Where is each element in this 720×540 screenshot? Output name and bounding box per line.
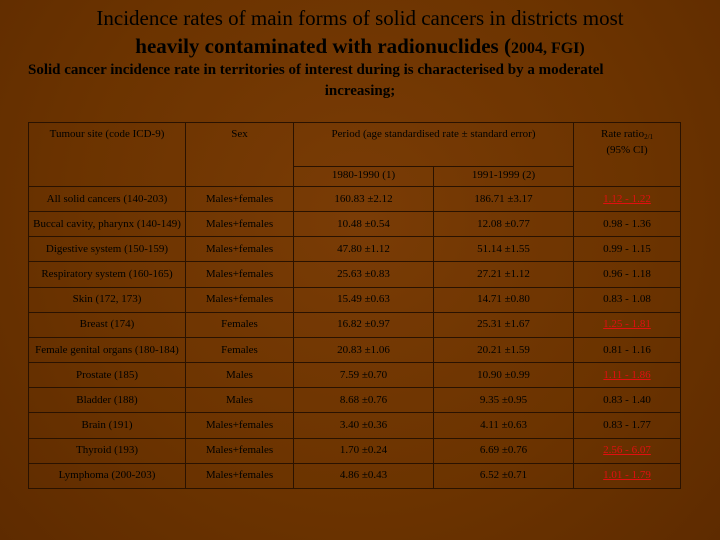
- slide-subtitle: Solid cancer incidence rate in territori…: [0, 60, 720, 102]
- cell-rate-ratio: 1.25 - 1.81: [573, 311, 682, 338]
- slide-title: Incidence rates of main forms of solid c…: [0, 4, 720, 63]
- cell-sex: Males+females: [185, 261, 294, 288]
- cell-tumour-site: All solid cancers (140-203): [28, 185, 186, 213]
- cell-tumour-site: Thyroid (193): [28, 437, 186, 464]
- cell-tumour-site: Prostate (185): [28, 362, 186, 389]
- table-row: Buccal cavity, pharynx (140-149) Males+fe…: [28, 211, 682, 238]
- cell-rate-ratio: 1.12 - 1.22: [573, 185, 682, 213]
- table-row: Brain (191) Males+females 3.40 ±0.36 4.11 ±…: [28, 412, 682, 439]
- cell-rate-ratio: 0.98 - 1.36: [573, 211, 682, 238]
- cell-tumour-site: Respiratory system (160-165): [28, 261, 186, 288]
- cell-sex: Males+females: [185, 185, 294, 213]
- cell-period-2: 186.71 ±3.17: [432, 185, 575, 213]
- table-body: All solid cancers (140-203) Males+females…: [28, 185, 682, 490]
- cell-period-1: 4.86 ±0.43: [293, 462, 434, 490]
- cell-tumour-site: Female genital organs (180-184): [28, 336, 186, 364]
- table-row: Prostate (185) Males 7.59 ±0.70 10.90 ±0.99…: [28, 362, 682, 389]
- cell-sex: Males+females: [185, 211, 294, 238]
- header-rate-ratio-ci: (95% CI): [606, 144, 648, 156]
- cell-period-1: 15.49 ±0.63: [293, 286, 434, 313]
- cell-period-1: 8.68 ±0.76: [293, 387, 434, 414]
- table-row: Thyroid (193) Males+females 1.70 ±0.24 6.69…: [28, 437, 682, 464]
- title-line-2-main: heavily contaminated with radionuclides …: [135, 34, 511, 58]
- cell-sex: Males: [185, 362, 294, 389]
- cell-period-1: 1.70 ±0.24: [293, 437, 434, 464]
- subtitle-line-2: increasing;: [324, 83, 396, 99]
- table-row: All solid cancers (140-203) Males+females…: [28, 185, 682, 213]
- cell-period-1: 47.80 ±1.12: [293, 236, 434, 263]
- header-period-2: 1991-1999 (2): [432, 166, 575, 187]
- cell-period-1: 16.82 ±0.97: [293, 311, 434, 338]
- cell-sex: Males+females: [185, 286, 294, 313]
- cell-sex: Males+females: [185, 437, 294, 464]
- cell-period-2: 12.08 ±0.77: [432, 211, 575, 238]
- cell-sex: Females: [185, 311, 294, 338]
- title-line-2-source: 2004, FGI: [510, 40, 580, 57]
- header-period-1: 1980-1990 (1): [293, 166, 434, 187]
- cell-period-1: 25.63 ±0.83: [293, 261, 434, 288]
- incidence-table: Tumour site (code ICD-9) Sex Period (age…: [28, 122, 682, 490]
- table-row: Breast (174) Females 16.82 ±0.97 25.31 ±1.6…: [28, 311, 682, 338]
- table-row: Bladder (188) Males 8.68 ±0.76 9.35 ±0.95 0.…: [28, 387, 682, 414]
- cell-sex: Males+females: [185, 412, 294, 439]
- header-rate-ratio: Rate ratio2/1 (95% CI): [573, 122, 682, 187]
- cell-tumour-site: Skin (172, 173): [28, 286, 186, 313]
- table-row: Skin (172, 173) Males+females 15.49 ±0.63 1…: [28, 286, 682, 313]
- cell-period-2: 27.21 ±1.12: [432, 261, 575, 288]
- cell-tumour-site: Lymphoma (200-203): [28, 462, 186, 490]
- cell-period-2: 6.69 ±0.76: [432, 437, 575, 464]
- cell-rate-ratio: 0.96 - 1.18: [573, 261, 682, 288]
- cell-sex: Females: [185, 336, 294, 364]
- title-line-2: heavily contaminated with radionuclides …: [0, 32, 720, 63]
- cell-period-2: 10.90 ±0.99: [432, 362, 575, 389]
- cell-rate-ratio: 0.83 - 1.08: [573, 286, 682, 313]
- header-tumour-site: Tumour site (code ICD-9): [28, 122, 186, 187]
- cell-tumour-site: Digestive system (150-159): [28, 236, 186, 263]
- cell-rate-ratio: 2.56 - 6.07: [573, 437, 682, 464]
- cell-period-2: 14.71 ±0.80: [432, 286, 575, 313]
- title-line-1: Incidence rates of main forms of solid c…: [96, 6, 624, 30]
- cell-period-1: 160.83 ±2.12: [293, 185, 434, 213]
- table-row: Female genital organs (180-184) Females 20…: [28, 336, 682, 364]
- cell-period-2: 51.14 ±1.55: [432, 236, 575, 263]
- cell-period-2: 6.52 ±0.71: [432, 462, 575, 490]
- cell-period-2: 25.31 ±1.67: [432, 311, 575, 338]
- cell-period-2: 4.11 ±0.63: [432, 412, 575, 439]
- cell-period-2: 9.35 ±0.95: [432, 387, 575, 414]
- cell-rate-ratio: 1.01 - 1.79: [573, 462, 682, 490]
- cell-tumour-site: Brain (191): [28, 412, 186, 439]
- cell-rate-ratio: 0.99 - 1.15: [573, 236, 682, 263]
- header-rate-ratio-label: Rate ratio: [601, 128, 645, 140]
- cell-rate-ratio: 1.11 - 1.86: [573, 362, 682, 389]
- cell-sex: Males: [185, 387, 294, 414]
- header-period: Period (age standardised rate ± standard…: [292, 122, 575, 167]
- cell-tumour-site: Bladder (188): [28, 387, 186, 414]
- subtitle-line-1: Solid cancer incidence rate in territori…: [28, 62, 604, 78]
- table-row: Digestive system (150-159) Males+females 4…: [28, 236, 682, 263]
- header-rate-ratio-sub: 2/1: [644, 133, 654, 141]
- cell-tumour-site: Breast (174): [28, 311, 186, 338]
- header-sex: Sex: [185, 122, 294, 187]
- cell-rate-ratio: 0.81 - 1.16: [573, 336, 682, 364]
- table-row: Lymphoma (200-203) Males+females 4.86 ±0.4…: [28, 462, 682, 490]
- cell-rate-ratio: 0.83 - 1.40: [573, 387, 682, 414]
- cell-tumour-site: Buccal cavity, pharynx (140-149): [28, 211, 186, 238]
- cell-period-1: 10.48 ±0.54: [293, 211, 434, 238]
- cell-sex: Males+females: [185, 236, 294, 263]
- cell-period-2: 20.21 ±1.59: [432, 336, 575, 364]
- cell-sex: Males+females: [185, 462, 294, 490]
- cell-period-1: 7.59 ±0.70: [293, 362, 434, 389]
- table-row: Respiratory system (160-165) Males+female…: [28, 261, 682, 288]
- cell-period-1: 20.83 ±1.06: [293, 336, 434, 364]
- cell-period-1: 3.40 ±0.36: [293, 412, 434, 439]
- title-line-2-end: ): [579, 40, 585, 57]
- cell-rate-ratio: 0.83 - 1.77: [573, 412, 682, 439]
